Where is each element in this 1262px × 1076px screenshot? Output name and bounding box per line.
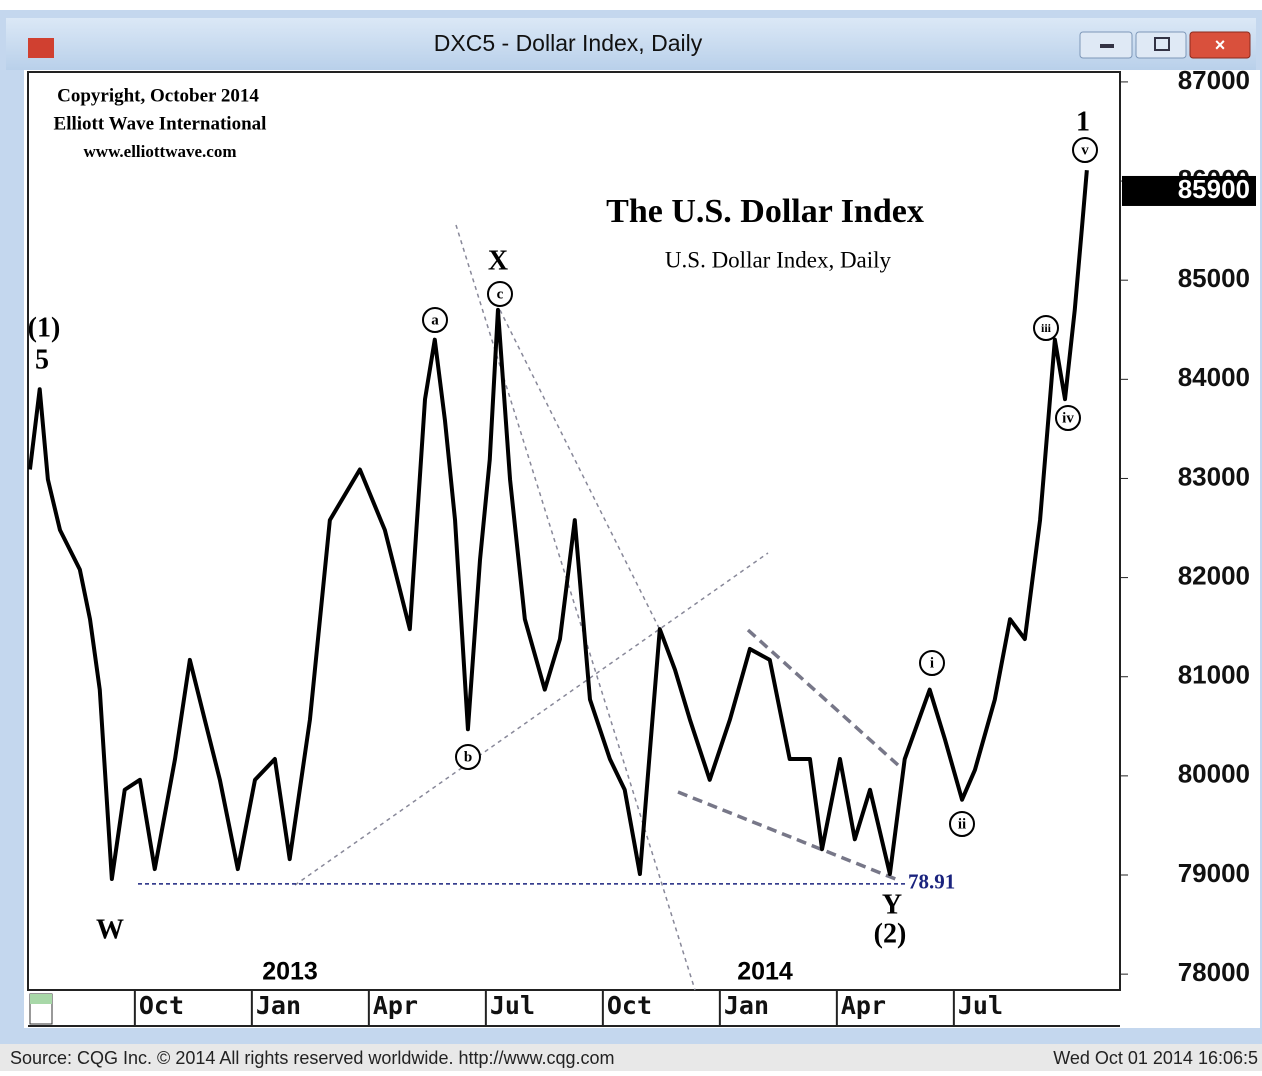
maximize-icon [1154,37,1170,51]
wave-label: X [488,245,508,276]
close-icon: × [1215,35,1226,55]
wave-label: v [1081,142,1089,158]
y-tick-label: 87000 [1178,65,1250,95]
y-tick-label: 84000 [1178,362,1250,392]
copyright: www.elliottwave.com [84,142,237,161]
wave-circle [949,811,975,837]
wave-label: b [464,749,472,765]
wave-label: W [96,914,124,945]
title-bar [6,18,1256,70]
x-tick-label: Jan [724,991,769,1020]
scroll-indicator [30,994,52,1004]
maximize-button[interactable] [1135,31,1187,59]
timestamp: Wed Oct 01 2014 16:06:5 [1053,1048,1258,1068]
wave-label: (1) [28,312,61,343]
y-tick-label: 78000 [1178,957,1250,987]
wave-circle [919,650,945,676]
minimize-icon [1100,44,1114,48]
wave-label: Y [882,889,902,920]
wave-label: c [497,286,504,302]
window-title: DXC5 - Dollar Index, Daily [434,30,703,56]
year-label: 2013 [262,958,318,986]
x-tick-label: Apr [841,991,886,1020]
trend-line [499,309,661,631]
last-price-box [1122,175,1256,206]
price-line [27,169,1089,881]
wave-label: ii [958,816,966,832]
copyright: Copyright, October 2014 [57,85,259,106]
wave-label: (2) [874,918,907,949]
x-tick-label: Oct [139,991,184,1020]
x-tick-label: Apr [373,991,418,1020]
wave-circle [1072,137,1098,163]
copyright: Elliott Wave International [54,113,267,134]
y-tick-label: 79000 [1178,858,1250,888]
wave-label: i [930,655,934,671]
wave-circle [1033,315,1059,341]
wedge-line [677,790,899,882]
x-tick-label: Jul [958,991,1003,1020]
y-tick-label: 85000 [1178,263,1250,293]
year-label: 2014 [737,958,793,986]
last-price-label: 85900 [1178,174,1250,204]
wave-circle [487,281,513,307]
y-tick-label: 82000 [1178,560,1250,590]
y-tick-label: 83000 [1178,461,1250,491]
wave-label: a [431,312,439,328]
trend-line [455,224,696,991]
chart-subtitle: U.S. Dollar Index, Daily [665,247,892,272]
wedge-lines [677,628,900,882]
support-label: 78.91 [908,870,955,894]
y-tick-label: 81000 [1178,660,1250,690]
y-tick-label: 80000 [1178,759,1250,789]
wave-circle [455,744,481,770]
wave-circle [1055,405,1081,431]
x-tick-label: Oct [607,991,652,1020]
wave-label: 1 [1076,106,1090,137]
wave-label: iv [1062,410,1074,426]
chart-title: The U.S. Dollar Index [606,193,924,230]
wedge-line [746,628,900,767]
trend-line [294,552,769,886]
x-tick-label: Jul [490,991,535,1020]
close-button[interactable] [1189,31,1251,59]
wave-label: 5 [35,344,49,375]
wave-circle [422,307,448,333]
trend-lines [294,224,769,991]
status-bar [0,1044,1262,1071]
app-icon [28,38,54,58]
source-text: Source: CQG Inc. © 2014 All rights reser… [10,1048,615,1068]
x-tick-label: Jan [256,991,301,1020]
wave-label: iii [1041,321,1052,335]
